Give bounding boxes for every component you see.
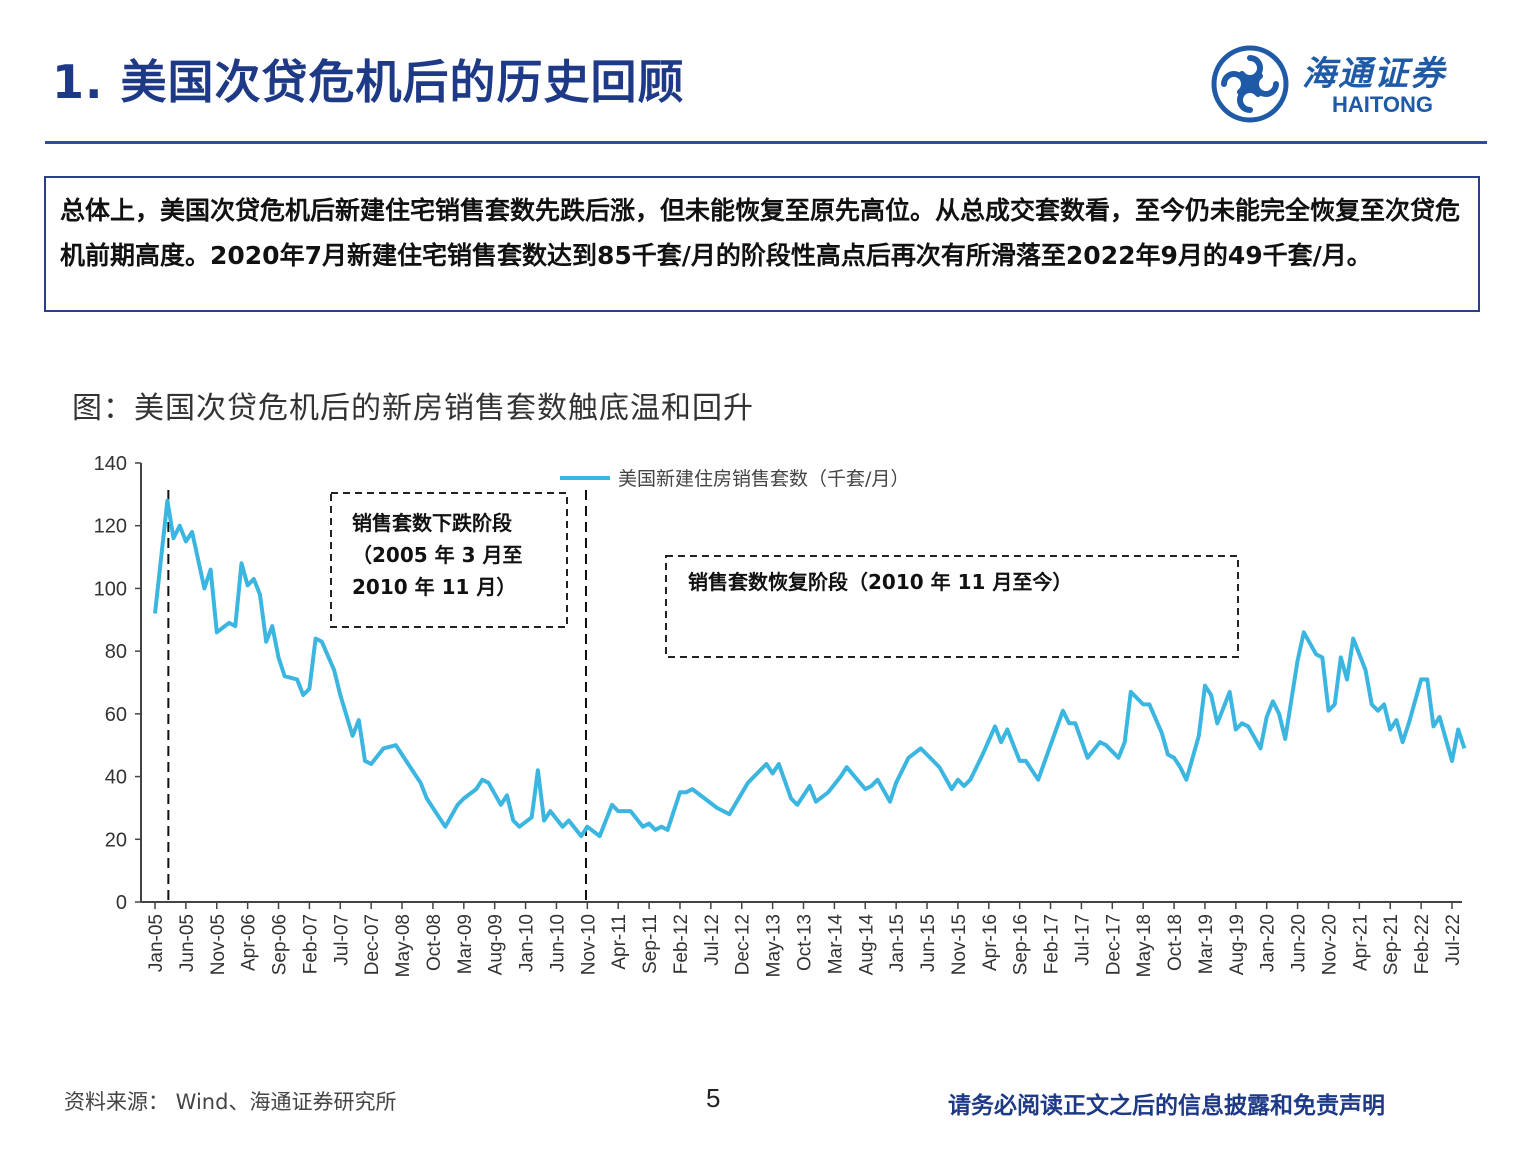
- x-tick-label: Jun-15: [918, 914, 939, 972]
- x-tick-label: Aug-09: [486, 914, 507, 975]
- legend-label: 美国新建住房销售套数（千套/月）: [618, 468, 909, 490]
- x-tick-label: May-13: [764, 914, 785, 977]
- x-tick-label: Jun-20: [1289, 914, 1310, 972]
- x-tick-label: Mar-09: [455, 914, 476, 974]
- x-tick-label: Feb-07: [300, 914, 321, 974]
- x-tick-label: Sep-06: [270, 914, 291, 975]
- x-tick-label: Apr-16: [980, 914, 1001, 971]
- x-tick-label: Aug-14: [856, 914, 877, 976]
- x-tick-label: Jan-15: [887, 914, 908, 972]
- y-tick-label: 20: [105, 829, 127, 851]
- haitong-logo: 海通证券 HAITONG: [1210, 44, 1480, 124]
- logo-text-cn: 海通证券: [1302, 54, 1446, 94]
- annotation-recovery-text: 销售套数恢复阶段（2010 年 11 月至今）: [688, 570, 1072, 594]
- x-tick-label: Jul-07: [331, 914, 352, 966]
- x-tick-label: Dec-17: [1103, 914, 1124, 975]
- x-tick-label: Feb-17: [1042, 914, 1063, 974]
- x-tick-label: Sep-11: [640, 914, 661, 974]
- line-chart: 0 20 40 60 80 100 120 140 Jan-05 Jun-05 Nov-05 Apr-…: [94, 453, 1467, 977]
- summary-text: 总体上，美国次贷危机后新建住宅销售套数先跌后涨，但未能恢复至原先高位。从总成交套…: [60, 196, 1461, 270]
- x-tick-label: Jan-10: [517, 914, 538, 972]
- x-tick-label: Jun-10: [547, 914, 568, 972]
- x-tick-label: Apr-21: [1350, 914, 1371, 971]
- x-tick-label: Jan-20: [1258, 914, 1279, 972]
- x-tick-label: May-18: [1134, 914, 1155, 977]
- x-tick-label: Sep-21: [1381, 914, 1402, 975]
- y-tick-label: 140: [94, 453, 127, 475]
- page-title: 1. 美国次贷危机后的历史回顾: [52, 55, 685, 109]
- haitong-emblem-icon: [1211, 45, 1289, 123]
- x-tick-label: Dec-12: [733, 914, 754, 975]
- x-tick-label: Apr-11: [609, 914, 630, 970]
- y-tick-label: 120: [94, 516, 127, 538]
- page-number: 5: [706, 1083, 721, 1113]
- title-divider: [45, 141, 1487, 144]
- x-tick-label: Feb-12: [671, 914, 692, 974]
- x-tick-label: Dec-07: [362, 914, 383, 975]
- summary-box: 总体上，美国次贷危机后新建住宅销售套数先跌后涨，但未能恢复至原先高位。从总成交套…: [44, 176, 1480, 312]
- x-tick-label: Apr-06: [239, 914, 260, 971]
- x-tick-label: Sep-16: [1011, 914, 1032, 975]
- footer-source: 资料来源： Wind、海通证券研究所: [64, 1090, 397, 1114]
- y-tick-label: 60: [105, 704, 127, 726]
- y-tick-label: 0: [116, 892, 127, 914]
- figure-caption: 图：美国次贷危机后的新房销售套数触底温和回升: [72, 391, 754, 426]
- annotation-box-decline: [330, 492, 568, 628]
- y-tick-label: 40: [105, 767, 127, 789]
- footer-disclaimer: 请务必阅读正文之后的信息披露和免责声明: [948, 1093, 1385, 1119]
- x-tick-label: Nov-10: [578, 914, 599, 975]
- x-tick-label: Aug-19: [1227, 914, 1248, 975]
- series-line: [153, 498, 1467, 839]
- x-tick-label: Oct-08: [424, 914, 445, 971]
- x-tick-label: Oct-18: [1165, 914, 1186, 971]
- x-tick-label: Jun-05: [177, 914, 198, 972]
- y-tick-label: 100: [94, 578, 127, 600]
- annotation-decline-text: 2010 年 11 月）: [352, 575, 516, 599]
- annotation-decline-text: （2005 年 3 月至: [352, 543, 522, 567]
- x-tick-label: Jul-22: [1443, 914, 1464, 966]
- logo-text-en: HAITONG: [1332, 92, 1434, 117]
- x-tick-label: Mar-14: [825, 914, 846, 975]
- x-tick-label: Mar-19: [1196, 914, 1217, 974]
- annotation-decline-text: 销售套数下跌阶段: [352, 511, 512, 535]
- x-tick-label: Nov-20: [1319, 914, 1340, 975]
- x-tick-label: Oct-13: [795, 914, 816, 971]
- x-tick-label: Jan-05: [146, 914, 167, 972]
- x-tick-label: Nov-05: [208, 914, 229, 975]
- x-tick-label: Jul-17: [1072, 914, 1093, 966]
- x-tick-label: Feb-22: [1412, 914, 1433, 974]
- x-tick-label: May-08: [393, 914, 414, 977]
- x-tick-label: Nov-15: [949, 914, 970, 975]
- x-tick-label: Jul-12: [702, 914, 723, 966]
- y-tick-label: 80: [105, 641, 127, 663]
